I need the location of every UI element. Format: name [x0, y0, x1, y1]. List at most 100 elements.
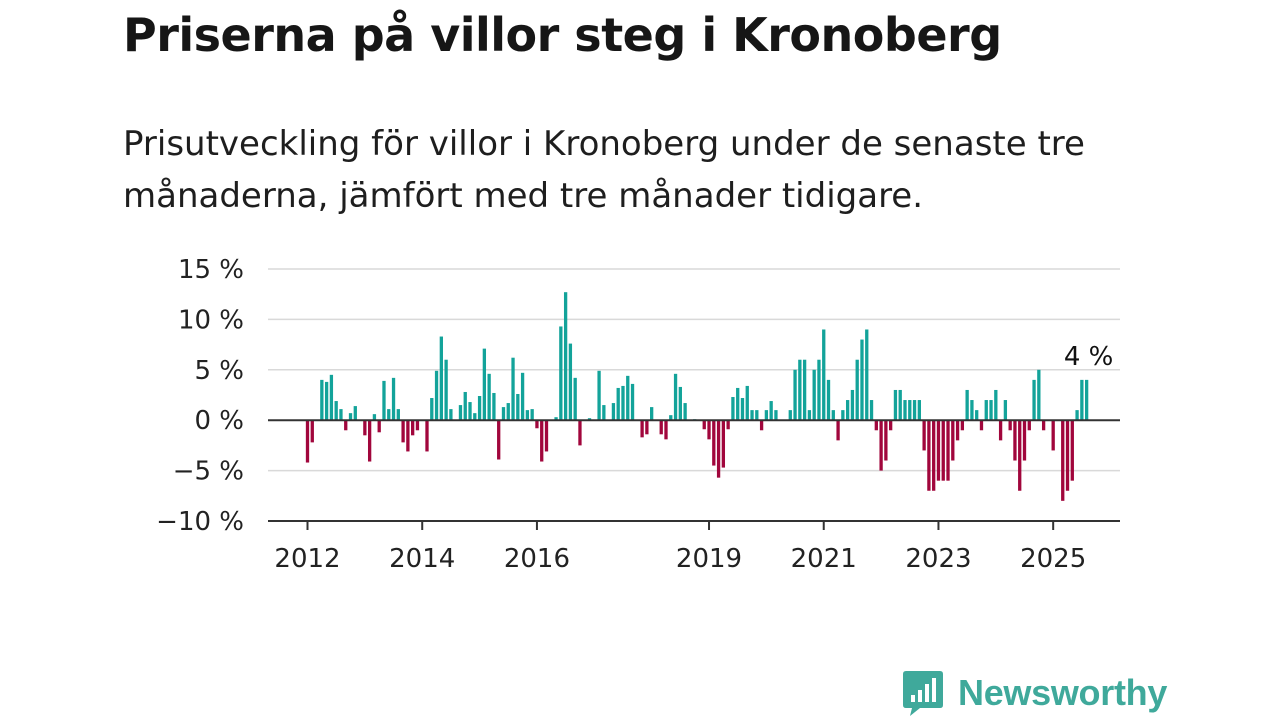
- y-tick-label: 15 %: [178, 255, 244, 285]
- bar: [1061, 420, 1065, 501]
- bar: [449, 409, 453, 421]
- bar: [363, 420, 367, 436]
- bar: [721, 420, 726, 468]
- bar: [391, 377, 396, 421]
- bar: [1065, 420, 1070, 491]
- brand-logo: Newsworthy: [902, 668, 1167, 718]
- bar: [764, 410, 769, 421]
- newsworthy-logo-icon: [903, 671, 943, 716]
- bar: [434, 370, 439, 421]
- x-tick-label: 2019: [676, 544, 742, 574]
- bar: [492, 392, 496, 421]
- bar: [329, 374, 334, 421]
- bar: [659, 420, 663, 435]
- bar: [554, 417, 558, 421]
- bar: [482, 348, 487, 421]
- bar: [1008, 420, 1012, 431]
- gridlines: [268, 268, 1120, 472]
- bar: [640, 420, 644, 438]
- bar: [798, 359, 802, 421]
- bar: [750, 410, 754, 421]
- bar: [487, 373, 491, 421]
- bar: [845, 400, 850, 421]
- bar: [850, 389, 855, 421]
- bar: [578, 420, 582, 446]
- bar: [630, 383, 635, 421]
- bar: [344, 420, 348, 431]
- x-tick-label: 2014: [389, 544, 455, 574]
- bar: [425, 420, 429, 452]
- bar: [826, 379, 831, 421]
- bar: [563, 292, 568, 421]
- bar: [889, 420, 893, 431]
- bar: [841, 410, 845, 421]
- bar: [707, 420, 711, 440]
- bar: [320, 379, 324, 421]
- bar: [702, 420, 706, 430]
- bar: [497, 420, 501, 460]
- bar: [860, 339, 864, 421]
- bar: [587, 418, 592, 421]
- bar: [520, 372, 525, 421]
- bar: [1018, 420, 1022, 491]
- bar: [1075, 410, 1079, 421]
- bar: [1032, 379, 1036, 421]
- bar: [372, 414, 377, 421]
- bar: [769, 401, 773, 421]
- x-tick-label: 2016: [504, 544, 570, 574]
- bar: [573, 377, 577, 421]
- bar: [831, 410, 835, 421]
- bar: [817, 359, 821, 421]
- bar: [774, 410, 778, 421]
- bar: [788, 410, 792, 421]
- bar: [401, 420, 405, 443]
- bar: [917, 400, 921, 421]
- bar: [936, 420, 941, 481]
- bar: [884, 420, 888, 461]
- bar: [908, 400, 912, 421]
- bar: [626, 375, 630, 421]
- bar: [970, 400, 974, 421]
- last-value-label: 4 %: [1064, 342, 1114, 372]
- bar: [922, 420, 926, 451]
- y-axis-ticks: 15 % 10 % 5 % 0 % −5 % −10 %: [156, 255, 244, 537]
- y-tick-label: −10 %: [156, 507, 244, 537]
- y-tick-label: 5 %: [194, 356, 244, 386]
- bar: [1022, 420, 1027, 461]
- y-tick-label: −5 %: [173, 457, 244, 487]
- bar: [994, 389, 998, 421]
- bar: [516, 393, 520, 421]
- bar: [525, 410, 530, 421]
- bar: [468, 402, 472, 421]
- bar: [673, 373, 678, 421]
- bar: [712, 420, 716, 466]
- bar: [310, 420, 314, 443]
- bar: [946, 420, 950, 481]
- bar: [1084, 379, 1089, 421]
- bar: [669, 415, 673, 421]
- bar: [411, 420, 415, 436]
- bar: [960, 420, 965, 431]
- x-tick-label: 2012: [274, 544, 340, 574]
- bar: [927, 420, 931, 491]
- bar: [339, 409, 343, 421]
- bar: [1027, 420, 1031, 431]
- bar: [559, 326, 563, 421]
- bar: [951, 420, 955, 461]
- bar: [879, 420, 883, 471]
- bar: [793, 369, 797, 421]
- bar: [759, 420, 764, 431]
- bar: [540, 420, 544, 462]
- bar: [602, 405, 606, 421]
- bar: [736, 387, 740, 421]
- bar: [511, 357, 515, 421]
- bar: [678, 386, 682, 421]
- bar: [415, 420, 420, 431]
- bar: [544, 420, 549, 452]
- bar: [807, 410, 812, 421]
- bar: [836, 420, 840, 441]
- bar: [869, 400, 874, 421]
- bar: [348, 413, 353, 421]
- bar: [726, 420, 730, 430]
